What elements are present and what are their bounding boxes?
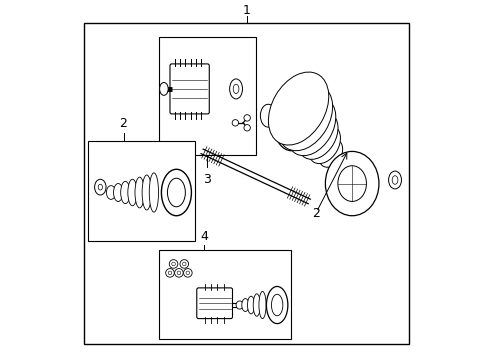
Ellipse shape	[142, 175, 151, 210]
Text: 4: 4	[200, 230, 208, 243]
Ellipse shape	[253, 294, 260, 316]
Ellipse shape	[186, 271, 190, 275]
Ellipse shape	[244, 115, 250, 121]
Ellipse shape	[160, 82, 168, 95]
Ellipse shape	[392, 176, 398, 184]
Ellipse shape	[168, 178, 185, 207]
Ellipse shape	[267, 287, 288, 324]
Ellipse shape	[277, 84, 333, 151]
Text: 2: 2	[120, 117, 127, 130]
Ellipse shape	[149, 173, 159, 212]
Ellipse shape	[182, 262, 186, 266]
Ellipse shape	[161, 169, 192, 216]
Ellipse shape	[121, 181, 130, 204]
Ellipse shape	[114, 184, 123, 202]
Bar	[159, 37, 256, 155]
Ellipse shape	[325, 152, 379, 216]
Ellipse shape	[169, 260, 178, 268]
Ellipse shape	[269, 72, 329, 145]
Ellipse shape	[172, 262, 175, 266]
Ellipse shape	[389, 171, 401, 189]
Ellipse shape	[135, 177, 144, 208]
Ellipse shape	[281, 111, 302, 143]
Ellipse shape	[236, 301, 243, 309]
Ellipse shape	[184, 269, 192, 277]
Bar	[159, 249, 292, 339]
Ellipse shape	[230, 79, 243, 99]
Bar	[88, 141, 195, 241]
Ellipse shape	[166, 269, 174, 277]
Ellipse shape	[128, 179, 137, 206]
Ellipse shape	[95, 179, 106, 195]
FancyBboxPatch shape	[197, 288, 232, 319]
Ellipse shape	[319, 139, 343, 167]
Ellipse shape	[233, 84, 239, 94]
FancyBboxPatch shape	[170, 64, 209, 114]
Ellipse shape	[174, 269, 183, 277]
Ellipse shape	[247, 296, 255, 314]
Text: 1: 1	[243, 4, 251, 17]
Ellipse shape	[259, 292, 266, 319]
Ellipse shape	[338, 166, 367, 202]
Ellipse shape	[232, 120, 239, 126]
Ellipse shape	[177, 271, 181, 275]
Ellipse shape	[98, 184, 102, 190]
Ellipse shape	[260, 104, 276, 127]
Ellipse shape	[298, 111, 338, 159]
Text: 2: 2	[313, 207, 320, 220]
Text: 3: 3	[203, 173, 211, 186]
Ellipse shape	[180, 260, 189, 268]
Ellipse shape	[242, 298, 249, 311]
Ellipse shape	[106, 186, 116, 199]
Ellipse shape	[244, 125, 250, 131]
Ellipse shape	[274, 102, 309, 151]
Ellipse shape	[308, 125, 341, 163]
Ellipse shape	[168, 271, 172, 275]
Ellipse shape	[287, 97, 336, 156]
Ellipse shape	[271, 294, 283, 316]
